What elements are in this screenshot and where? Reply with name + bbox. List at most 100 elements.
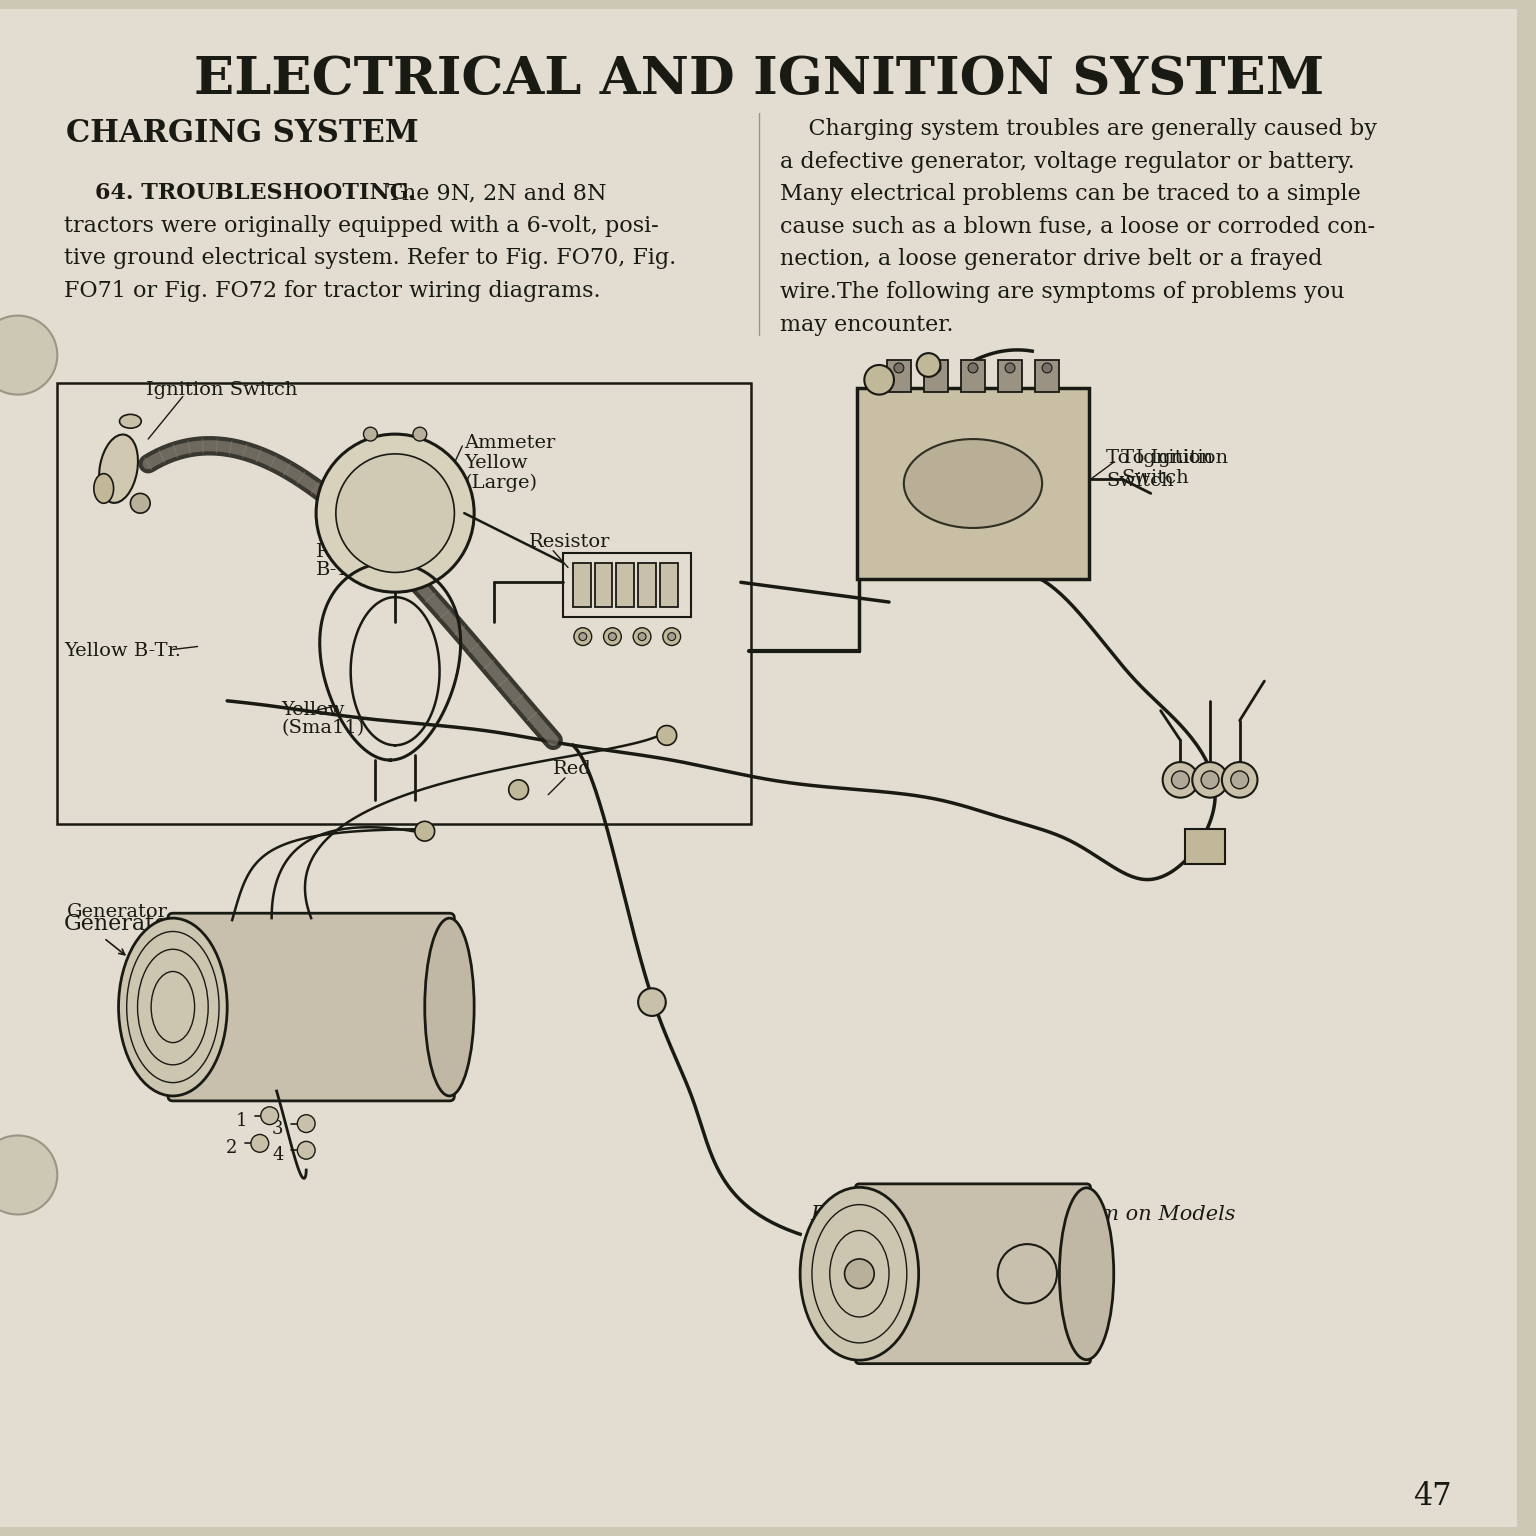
Bar: [57, 382, 751, 825]
Circle shape: [657, 725, 677, 745]
Circle shape: [604, 628, 622, 645]
Text: (Large): (Large): [464, 473, 538, 492]
Text: Charging system troubles are generally caused by: Charging system troubles are generally c…: [780, 118, 1378, 140]
Text: may encounter.: may encounter.: [780, 313, 954, 335]
FancyBboxPatch shape: [856, 1184, 1091, 1364]
Ellipse shape: [120, 415, 141, 429]
Circle shape: [336, 453, 455, 573]
Text: Switch: Switch: [1106, 472, 1174, 490]
Ellipse shape: [903, 439, 1041, 528]
Text: B-Tr.: B-Tr.: [316, 561, 362, 579]
Circle shape: [1230, 771, 1249, 790]
Bar: [1035, 359, 1058, 392]
Text: Yellow: Yellow: [281, 700, 346, 719]
Circle shape: [845, 1260, 874, 1289]
Text: 2: 2: [226, 1140, 237, 1157]
Text: Yellow: Yellow: [464, 453, 528, 472]
Text: CHARGING SYSTEM: CHARGING SYSTEM: [66, 118, 418, 149]
Circle shape: [0, 1135, 57, 1215]
Circle shape: [668, 633, 676, 641]
Text: Many electrical problems can be traced to a simple: Many electrical problems can be traced t…: [780, 183, 1361, 206]
Circle shape: [894, 362, 903, 373]
Circle shape: [865, 366, 894, 395]
Text: Generator: Generator: [68, 903, 167, 922]
Circle shape: [1005, 362, 1015, 373]
Circle shape: [131, 493, 151, 513]
Text: nection, a loose generator drive belt or a frayed: nection, a loose generator drive belt or…: [780, 249, 1322, 270]
Circle shape: [1192, 762, 1227, 797]
Bar: [637, 562, 656, 607]
FancyBboxPatch shape: [167, 914, 455, 1101]
Circle shape: [298, 1115, 315, 1132]
Text: FO71 or Fig. FO72 for tractor wiring diagrams.: FO71 or Fig. FO72 for tractor wiring dia…: [65, 280, 601, 303]
Text: 1: 1: [235, 1112, 247, 1129]
Bar: [616, 562, 634, 607]
Circle shape: [316, 435, 475, 593]
Text: Switch: Switch: [1121, 468, 1189, 487]
Text: tive ground electrical system. Refer to Fig. FO70, Fig.: tive ground electrical system. Refer to …: [65, 247, 676, 269]
Text: Fig. FO70—Electrical system on Models: Fig. FO70—Electrical system on Models: [809, 1204, 1235, 1224]
Circle shape: [508, 780, 528, 800]
Circle shape: [1223, 762, 1258, 797]
Text: Red: Red: [553, 760, 591, 779]
Text: Ford: Ford: [942, 479, 1005, 504]
Circle shape: [0, 315, 57, 395]
Text: 4: 4: [272, 1146, 284, 1164]
Circle shape: [633, 628, 651, 645]
Circle shape: [413, 427, 427, 441]
Ellipse shape: [118, 919, 227, 1097]
Circle shape: [931, 362, 942, 373]
Text: (Sma11): (Sma11): [281, 719, 364, 737]
Text: tractors were originally equipped with a 6-volt, posi-: tractors were originally equipped with a…: [65, 215, 659, 237]
Text: Red: Red: [316, 542, 355, 561]
Circle shape: [968, 362, 978, 373]
Text: The 9N, 2N and 8N: The 9N, 2N and 8N: [381, 183, 607, 204]
Circle shape: [298, 1141, 315, 1160]
Ellipse shape: [1060, 1187, 1114, 1359]
Circle shape: [261, 1107, 278, 1124]
Circle shape: [1163, 762, 1198, 797]
Circle shape: [579, 633, 587, 641]
Circle shape: [608, 633, 616, 641]
Bar: [998, 359, 1021, 392]
Text: 47: 47: [1413, 1481, 1452, 1511]
Circle shape: [1172, 771, 1189, 790]
Circle shape: [1201, 771, 1220, 790]
Circle shape: [637, 633, 647, 641]
Text: wire.The following are symptoms of problems you: wire.The following are symptoms of probl…: [780, 281, 1346, 303]
Text: cause such as a blown fuse, a loose or corroded con-: cause such as a blown fuse, a loose or c…: [780, 217, 1375, 238]
Text: Resistor: Resistor: [528, 533, 610, 551]
Bar: [1186, 829, 1224, 863]
Text: 3: 3: [272, 1120, 284, 1138]
FancyBboxPatch shape: [857, 387, 1089, 579]
Bar: [564, 553, 691, 617]
Circle shape: [637, 988, 665, 1015]
Circle shape: [250, 1135, 269, 1152]
Text: To Ignition: To Ignition: [1121, 449, 1229, 467]
Bar: [594, 562, 613, 607]
Bar: [962, 359, 985, 392]
Circle shape: [415, 822, 435, 842]
Circle shape: [917, 353, 940, 376]
Text: Ignition Switch: Ignition Switch: [146, 381, 298, 399]
Text: 64. TROUBLESHOOTING.: 64. TROUBLESHOOTING.: [65, 183, 416, 204]
Text: a defective generator, voltage regulator or battery.: a defective generator, voltage regulator…: [780, 151, 1355, 172]
Circle shape: [1041, 362, 1052, 373]
Text: To Ignition: To Ignition: [1106, 449, 1213, 467]
Ellipse shape: [800, 1187, 919, 1361]
Bar: [573, 562, 591, 607]
Bar: [888, 359, 911, 392]
Ellipse shape: [425, 919, 475, 1097]
Bar: [660, 562, 677, 607]
Ellipse shape: [94, 473, 114, 504]
Text: Generator: Generator: [65, 914, 180, 935]
Text: 9N and 2N.: 9N and 2N.: [809, 1229, 931, 1249]
Circle shape: [364, 427, 378, 441]
Circle shape: [664, 628, 680, 645]
Circle shape: [574, 628, 591, 645]
Text: Ammeter: Ammeter: [464, 435, 556, 452]
Ellipse shape: [100, 435, 138, 502]
Text: ELECTRICAL AND IGNITION SYSTEM: ELECTRICAL AND IGNITION SYSTEM: [194, 54, 1324, 104]
Bar: [925, 359, 948, 392]
Text: Yellow B-Tr.: Yellow B-Tr.: [65, 642, 181, 659]
